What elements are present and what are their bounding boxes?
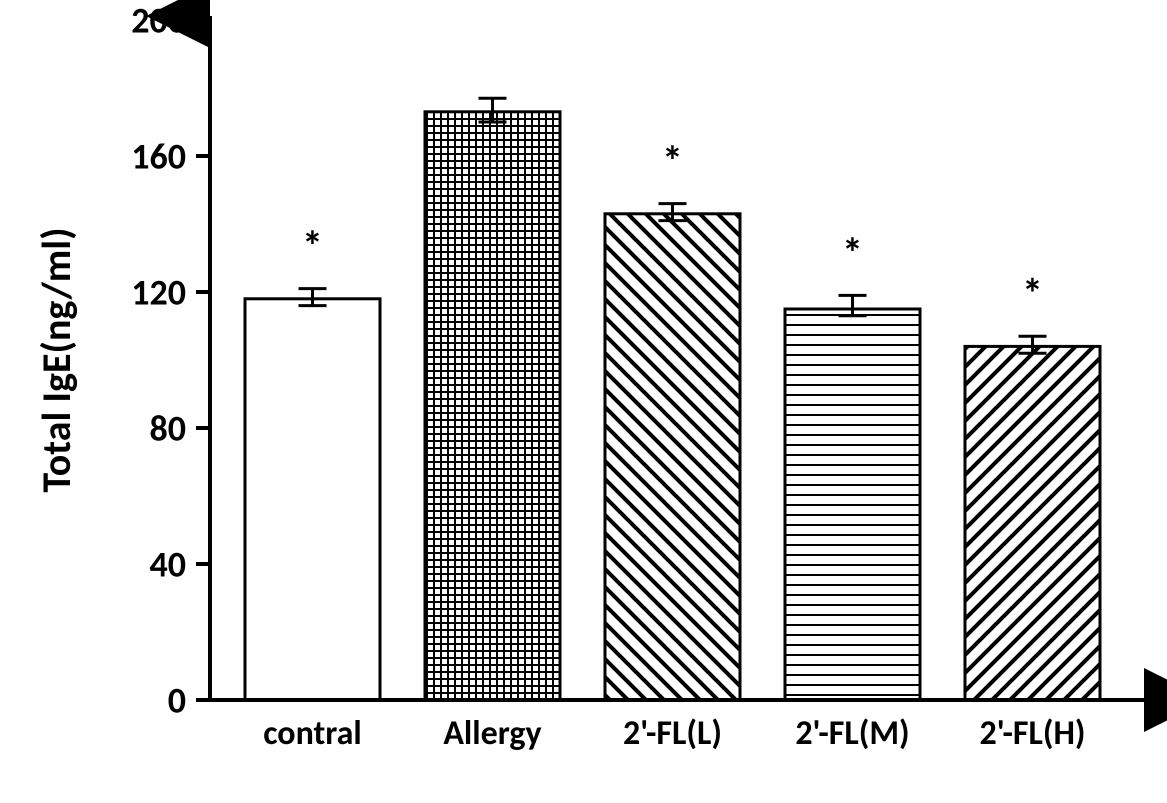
- y-axis-label: Total IgE(ng/ml): [32, 227, 81, 492]
- sig-marker: *: [662, 137, 683, 188]
- y-tick-label: 160: [131, 135, 186, 179]
- sig-marker: *: [842, 228, 863, 279]
- y-tick-label: 200: [131, 0, 186, 43]
- sig-marker: *: [1022, 269, 1043, 320]
- x-tick-label: 2'-FL(M): [795, 713, 909, 754]
- x-tick-label: 2'-FL(L): [623, 713, 722, 754]
- y-tick-label: 80: [150, 407, 187, 451]
- bar-2: *: [605, 137, 740, 700]
- x-tick-label: 2'-FL(H): [979, 713, 1085, 754]
- y-tick-label: 40: [150, 543, 187, 587]
- sig-marker: *: [302, 222, 323, 273]
- bar-4: *: [965, 269, 1100, 700]
- ige-bar-chart: * contral Allergy * 2'-FL(L) * 2'-FL(M) * 2'-FL(…: [0, 0, 1167, 803]
- bar-3: *: [785, 228, 920, 700]
- bar-1: [425, 98, 560, 700]
- x-tick-label: contral: [263, 713, 362, 754]
- x-tick-label: Allergy: [443, 713, 541, 754]
- bar-0: *: [245, 222, 380, 700]
- y-tick-label: 0: [168, 679, 186, 723]
- y-tick-label: 120: [131, 271, 186, 315]
